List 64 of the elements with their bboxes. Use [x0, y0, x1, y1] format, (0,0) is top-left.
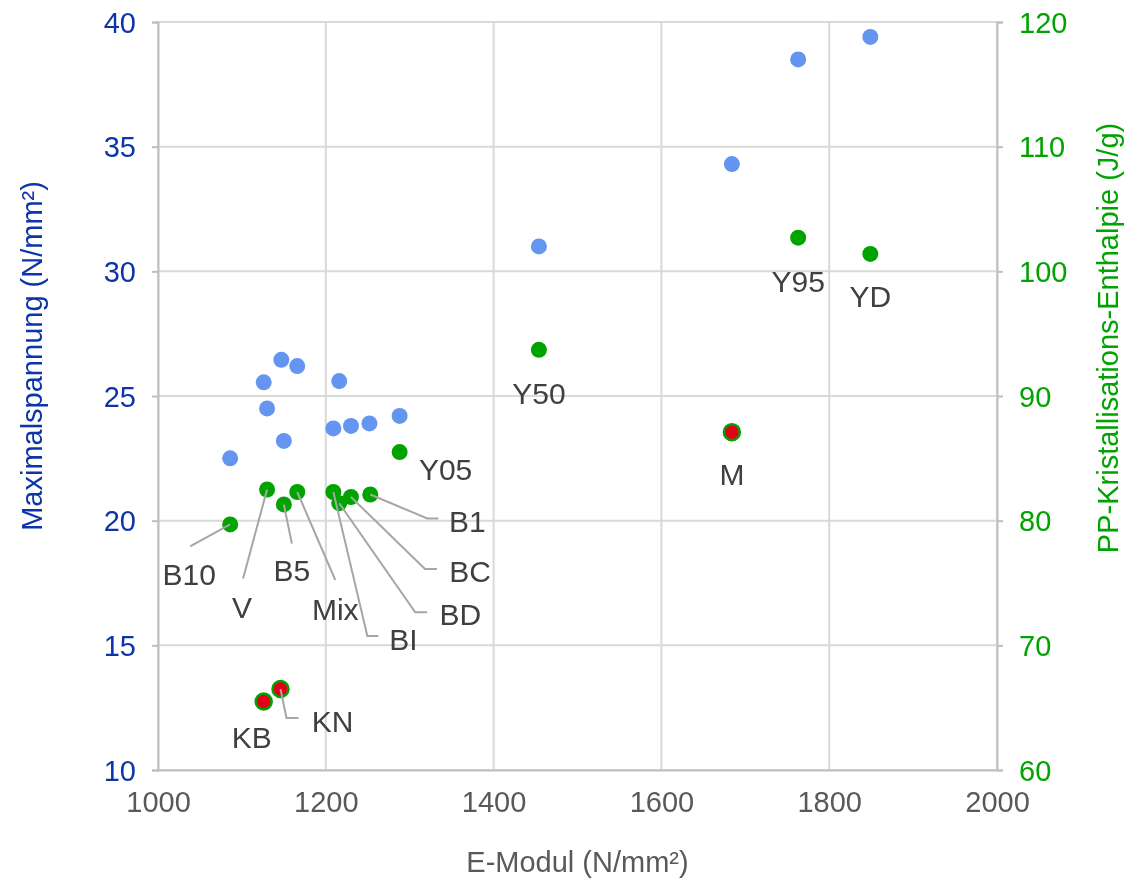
point	[342, 417, 359, 434]
y-tick-label: 25	[103, 380, 136, 413]
data-label: YD	[849, 279, 892, 313]
data-label: BD	[439, 598, 482, 632]
y2-tick-label: 70	[1019, 629, 1052, 662]
x-tick-label: 1400	[461, 786, 527, 819]
data-label: Y05	[418, 453, 473, 487]
y-tick-label: 40	[103, 6, 136, 39]
point	[275, 432, 292, 449]
x-tick-label: 1200	[294, 786, 359, 819]
point	[289, 358, 306, 375]
point	[862, 28, 879, 45]
y-tick-label: 15	[103, 629, 136, 662]
data-label: KB	[231, 721, 272, 755]
point	[391, 444, 408, 461]
point	[530, 238, 547, 255]
data-label: V	[232, 590, 253, 624]
data-label: Y95	[771, 264, 825, 298]
point	[790, 51, 807, 68]
data-label: B10	[162, 558, 216, 592]
y-tick-label: 35	[103, 131, 136, 164]
point	[254, 692, 273, 711]
data-label: B5	[273, 554, 311, 588]
point	[222, 450, 239, 467]
point	[289, 483, 306, 500]
y2-tick-label: 60	[1019, 754, 1052, 787]
y-axis-title: Maximalspannung (N/mm²)	[16, 181, 48, 531]
y2-tick-label: 80	[1019, 505, 1052, 538]
point	[391, 407, 408, 424]
data-label: Y50	[512, 376, 566, 410]
point	[259, 481, 276, 498]
point	[273, 351, 290, 368]
y2-tick-label: 110	[1019, 131, 1066, 164]
point	[259, 400, 276, 417]
data-label: B1	[448, 505, 486, 539]
y2-axis-title: PP-Kristallisations-Enthalpie (J/g)	[1092, 122, 1124, 554]
x-tick-label: 1600	[629, 786, 695, 819]
x-tick-label: 1800	[797, 786, 862, 819]
x-axis-title: E-Modul (N/mm²)	[466, 846, 689, 878]
data-label: Mix	[311, 592, 359, 626]
y-tick-label: 10	[103, 754, 136, 787]
point	[222, 516, 239, 533]
y2-tick-label: 90	[1019, 380, 1052, 413]
data-label: BC	[449, 554, 491, 588]
point	[722, 422, 742, 442]
point	[790, 229, 807, 246]
point	[361, 415, 378, 432]
data-label: M	[719, 458, 745, 492]
y-tick-label: 30	[103, 255, 136, 288]
y2-tick-label: 120	[1019, 6, 1068, 39]
data-label: KN	[311, 704, 354, 738]
data-label: BI	[389, 622, 418, 656]
x-tick-label: 1000	[126, 786, 191, 819]
point	[275, 496, 292, 513]
x-tick-label: 2000	[965, 786, 1030, 819]
point	[271, 679, 290, 699]
point	[331, 373, 348, 390]
point	[530, 341, 547, 358]
point	[255, 374, 272, 391]
point	[325, 420, 342, 437]
point	[723, 156, 740, 173]
y-tick-label: 20	[103, 505, 136, 538]
y2-tick-label: 100	[1019, 255, 1068, 288]
point	[862, 245, 879, 262]
